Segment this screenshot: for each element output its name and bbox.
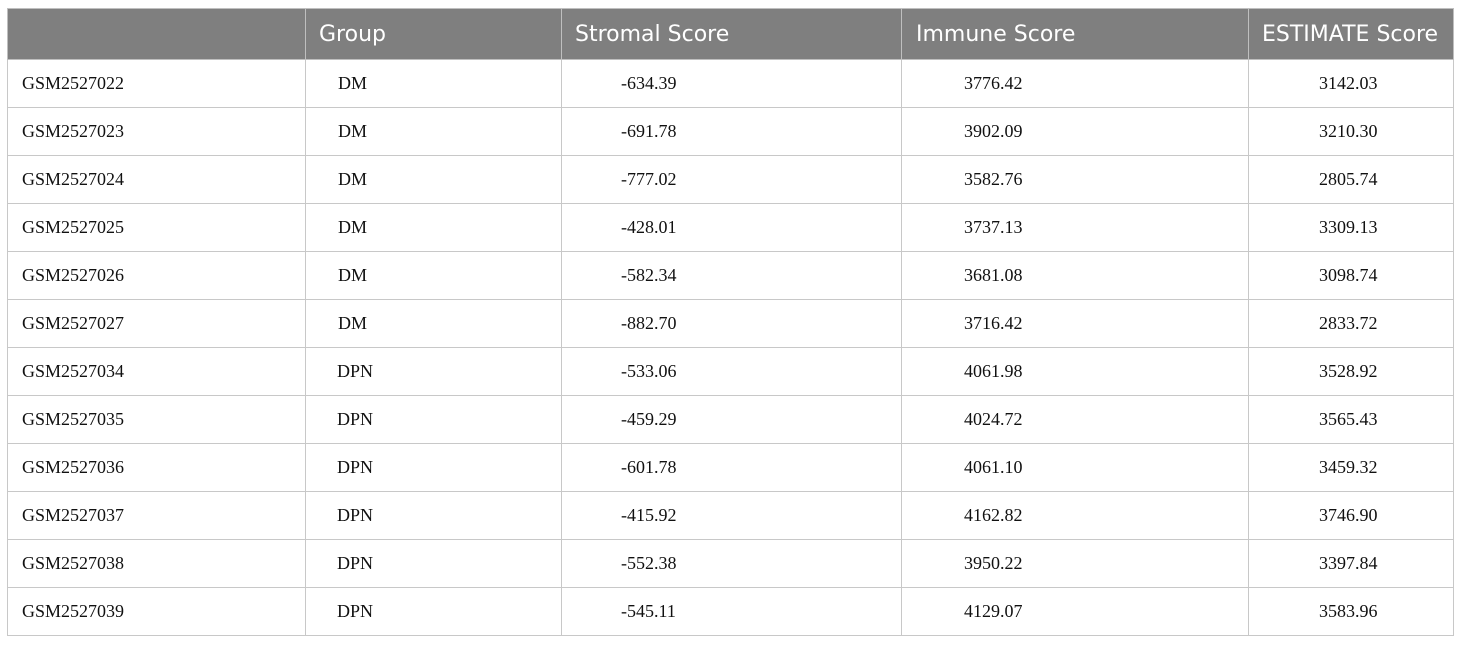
table-row: GSM2527025 DM -428.01 3737.13 3309.13 (7, 203, 1454, 252)
cell-estimate-score: 3210.30 (1248, 107, 1454, 156)
cell-sample-id: GSM2527038 (7, 539, 306, 588)
cell-sample-id: GSM2527035 (7, 395, 306, 444)
cell-estimate-score: 3098.74 (1248, 251, 1454, 300)
cell-sample-id: GSM2527027 (7, 299, 306, 348)
cell-sample-id: GSM2527023 (7, 107, 306, 156)
cell-estimate-score: 3746.90 (1248, 491, 1454, 540)
cell-stromal-score: -552.38 (561, 539, 902, 588)
cell-stromal-score: -634.39 (561, 59, 902, 108)
cell-estimate-score: 3583.96 (1248, 587, 1454, 636)
cell-group: DM (305, 155, 562, 204)
cell-group: DPN (305, 491, 562, 540)
cell-estimate-score: 3528.92 (1248, 347, 1454, 396)
cell-sample-id: GSM2527024 (7, 155, 306, 204)
header-group-label: Group (319, 21, 386, 47)
table-header: Group Stromal Score Immune Score ESTIMAT… (7, 8, 1454, 60)
cell-stromal-score: -545.11 (561, 587, 902, 636)
cell-group: DM (305, 203, 562, 252)
cell-sample-id: GSM2527039 (7, 587, 306, 636)
cell-group: DPN (305, 539, 562, 588)
header-group: Group (305, 8, 562, 60)
cell-group: DM (305, 251, 562, 300)
header-sample (7, 8, 306, 60)
cell-estimate-score: 2805.74 (1248, 155, 1454, 204)
table-row: GSM2527022 DM -634.39 3776.42 3142.03 (7, 59, 1454, 108)
cell-sample-id: GSM2527037 (7, 491, 306, 540)
cell-sample-id: GSM2527036 (7, 443, 306, 492)
cell-immune-score: 4024.72 (901, 395, 1249, 444)
header-estimate-score: ESTIMATE Score (1248, 8, 1454, 60)
cell-immune-score: 4061.10 (901, 443, 1249, 492)
header-stromal-score: Stromal Score (561, 8, 902, 60)
table-row: GSM2527027 DM -882.70 3716.42 2833.72 (7, 299, 1454, 348)
cell-immune-score: 3681.08 (901, 251, 1249, 300)
table-row: GSM2527023 DM -691.78 3902.09 3210.30 (7, 107, 1454, 156)
cell-group: DM (305, 59, 562, 108)
table-row: GSM2527024 DM -777.02 3582.76 2805.74 (7, 155, 1454, 204)
cell-group: DM (305, 107, 562, 156)
cell-stromal-score: -533.06 (561, 347, 902, 396)
cell-group: DPN (305, 347, 562, 396)
cell-group: DM (305, 299, 562, 348)
cell-stromal-score: -428.01 (561, 203, 902, 252)
table-row: GSM2527039 DPN -545.11 4129.07 3583.96 (7, 587, 1454, 636)
table-row: GSM2527037 DPN -415.92 4162.82 3746.90 (7, 491, 1454, 540)
table-body: GSM2527022 DM -634.39 3776.42 3142.03 GSM2527… (7, 59, 1454, 636)
header-immune-score: Immune Score (901, 8, 1249, 60)
table-row: GSM2527038 DPN -552.38 3950.22 3397.84 (7, 539, 1454, 588)
cell-sample-id: GSM2527022 (7, 59, 306, 108)
cell-stromal-score: -777.02 (561, 155, 902, 204)
cell-immune-score: 3737.13 (901, 203, 1249, 252)
cell-stromal-score: -459.29 (561, 395, 902, 444)
cell-stromal-score: -415.92 (561, 491, 902, 540)
cell-estimate-score: 3459.32 (1248, 443, 1454, 492)
table-row: GSM2527034 DPN -533.06 4061.98 3528.92 (7, 347, 1454, 396)
cell-stromal-score: -691.78 (561, 107, 902, 156)
cell-immune-score: 4061.98 (901, 347, 1249, 396)
cell-group: DPN (305, 443, 562, 492)
score-table: Group Stromal Score Immune Score ESTIMAT… (7, 8, 1454, 636)
cell-immune-score: 3776.42 (901, 59, 1249, 108)
table-row: GSM2527035 DPN -459.29 4024.72 3565.43 (7, 395, 1454, 444)
cell-sample-id: GSM2527025 (7, 203, 306, 252)
cell-immune-score: 3950.22 (901, 539, 1249, 588)
table-row: GSM2527026 DM -582.34 3681.08 3098.74 (7, 251, 1454, 300)
cell-immune-score: 4162.82 (901, 491, 1249, 540)
header-estimate-label: ESTIMATE Score (1262, 21, 1439, 47)
cell-immune-score: 3582.76 (901, 155, 1249, 204)
table-row: GSM2527036 DPN -601.78 4061.10 3459.32 (7, 443, 1454, 492)
cell-estimate-score: 3309.13 (1248, 203, 1454, 252)
header-immune-label: Immune Score (916, 21, 1076, 47)
data-table-container: Group Stromal Score Immune Score ESTIMAT… (7, 8, 1454, 636)
cell-group: DPN (305, 587, 562, 636)
cell-estimate-score: 3142.03 (1248, 59, 1454, 108)
cell-stromal-score: -882.70 (561, 299, 902, 348)
cell-estimate-score: 3397.84 (1248, 539, 1454, 588)
cell-group: DPN (305, 395, 562, 444)
cell-estimate-score: 2833.72 (1248, 299, 1454, 348)
cell-stromal-score: -601.78 (561, 443, 902, 492)
cell-estimate-score: 3565.43 (1248, 395, 1454, 444)
cell-immune-score: 3902.09 (901, 107, 1249, 156)
header-stromal-label: Stromal Score (575, 21, 730, 47)
cell-stromal-score: -582.34 (561, 251, 902, 300)
cell-sample-id: GSM2527034 (7, 347, 306, 396)
cell-immune-score: 4129.07 (901, 587, 1249, 636)
header-row: Group Stromal Score Immune Score ESTIMAT… (7, 8, 1454, 60)
cell-immune-score: 3716.42 (901, 299, 1249, 348)
cell-sample-id: GSM2527026 (7, 251, 306, 300)
